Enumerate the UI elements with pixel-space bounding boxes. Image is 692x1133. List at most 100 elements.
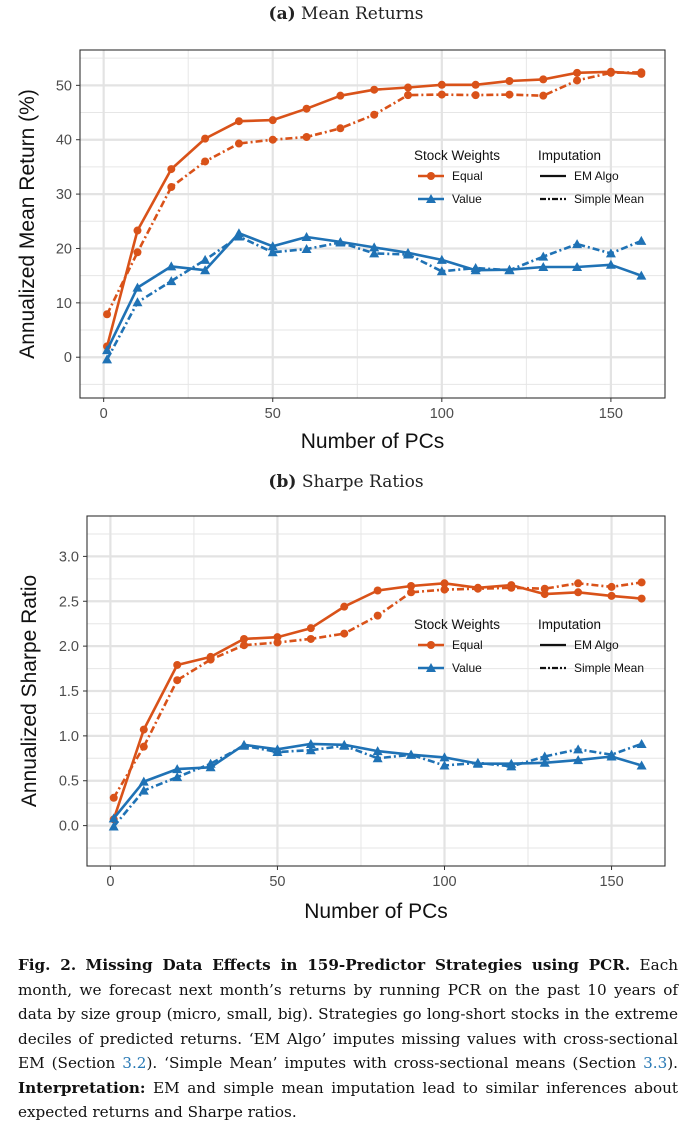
data-point (301, 232, 312, 242)
figure-caption: Fig. 2. Missing Data Effects in 159-Pred… (18, 953, 678, 1125)
legend-weights-title: Stock Weights (414, 148, 500, 163)
data-point (305, 745, 316, 755)
data-point (607, 591, 616, 600)
data-point (172, 772, 183, 782)
y-tick-label: 1.5 (59, 684, 79, 700)
caption-text-2: ). ‘Simple Mean’ imputes with cross-sect… (146, 1054, 644, 1072)
legend-simple-mean-label: Simple Mean (574, 192, 644, 206)
caption-text-4: EM and simple mean imputation lead to si… (18, 1078, 678, 1122)
data-point (267, 241, 278, 251)
data-point (167, 165, 176, 174)
data-point (132, 282, 143, 292)
y-tick-label: 30 (56, 187, 72, 203)
x-tick-label: 0 (100, 406, 108, 422)
data-point (372, 753, 383, 763)
caption-text-1: Each month, we forecast next month’s ret… (18, 956, 678, 1072)
data-point (573, 755, 584, 765)
data-point (233, 231, 244, 241)
data-point (234, 117, 243, 126)
data-point (573, 68, 582, 77)
data-point (301, 244, 312, 254)
data-point (302, 104, 311, 113)
data-point (200, 254, 211, 264)
y-tick-label: 3.0 (59, 549, 79, 565)
panel-a-label: (a) (268, 4, 296, 24)
caption-fig-label: Fig. 2. (18, 956, 77, 974)
data-point (539, 757, 550, 767)
data-point (340, 602, 349, 611)
data-point (574, 588, 583, 597)
data-point (473, 584, 482, 593)
data-point (306, 624, 315, 633)
legend-imputation-title: Imputation (538, 617, 601, 632)
data-point (339, 740, 350, 750)
data-point (404, 83, 413, 92)
data-point (166, 276, 177, 286)
panel-b-title: (b) Sharpe Ratios (0, 472, 692, 492)
data-point (436, 254, 447, 264)
data-point (470, 263, 481, 273)
panel-b-label: (b) (268, 472, 297, 492)
legend-value-marker (426, 663, 436, 672)
data-point (138, 785, 149, 795)
legend-value-marker (426, 194, 436, 203)
data-point (573, 76, 582, 85)
legend-imputation-title: Imputation (538, 148, 601, 163)
caption-interpretation-label: Interpretation: (18, 1078, 146, 1097)
legend: Stock Weights Imputation Equal Value EM Algo… (414, 617, 644, 675)
data-point (240, 634, 249, 643)
data-point (267, 247, 278, 257)
data-point (572, 239, 583, 249)
legend-em-label: EM Algo (574, 169, 619, 183)
data-point (200, 265, 211, 275)
caption-section-link-1[interactable]: 3.2 (122, 1054, 147, 1072)
data-point (201, 134, 210, 143)
data-point (373, 586, 382, 595)
data-point (636, 235, 647, 245)
data-point (268, 116, 277, 125)
data-point (109, 793, 118, 802)
plot-border (79, 49, 666, 399)
legend-em-label: EM Algo (574, 638, 619, 652)
x-tick-label: 100 (432, 874, 456, 890)
data-point (436, 266, 447, 276)
data-point (369, 248, 380, 258)
data-point (273, 638, 282, 647)
data-point (404, 91, 413, 100)
series-value-simple-mean (108, 738, 647, 831)
y-tick-label: 0 (64, 350, 72, 366)
y-tick-label: 0.5 (59, 774, 79, 790)
data-point (103, 310, 112, 319)
data-point (139, 725, 148, 734)
legend-equal-label: Equal (452, 169, 483, 183)
data-point (606, 749, 617, 759)
data-point (439, 752, 450, 762)
data-point (636, 738, 647, 748)
legend-equal-label: Equal (452, 638, 483, 652)
series-value-em-algo (102, 228, 647, 355)
data-point (370, 85, 379, 94)
data-point (539, 751, 550, 761)
data-point (132, 297, 143, 307)
data-point (505, 90, 514, 99)
data-point (373, 611, 382, 620)
series-line (112, 742, 643, 828)
data-point (540, 584, 549, 593)
data-point (272, 747, 283, 757)
x-axis-label: Number of PCs (304, 900, 448, 923)
data-point (239, 740, 250, 750)
data-point (539, 75, 548, 84)
data-point (439, 760, 450, 770)
data-point (306, 634, 315, 643)
data-point (637, 578, 646, 587)
mean-returns-chart: 0 50 100 150 0 10 20 30 40 50 Number of PCs Annuali… (16, 49, 666, 453)
data-point (234, 139, 243, 148)
y-tick-label: 20 (56, 241, 72, 257)
y-axis-label: Annualized Sharpe Ratio (18, 575, 41, 807)
data-point (108, 813, 119, 823)
data-point (403, 249, 414, 259)
data-point (268, 135, 277, 144)
data-point (471, 80, 480, 89)
caption-section-link-2[interactable]: 3.3 (643, 1054, 668, 1072)
panel-a-title: (a) Mean Returns (0, 4, 692, 24)
